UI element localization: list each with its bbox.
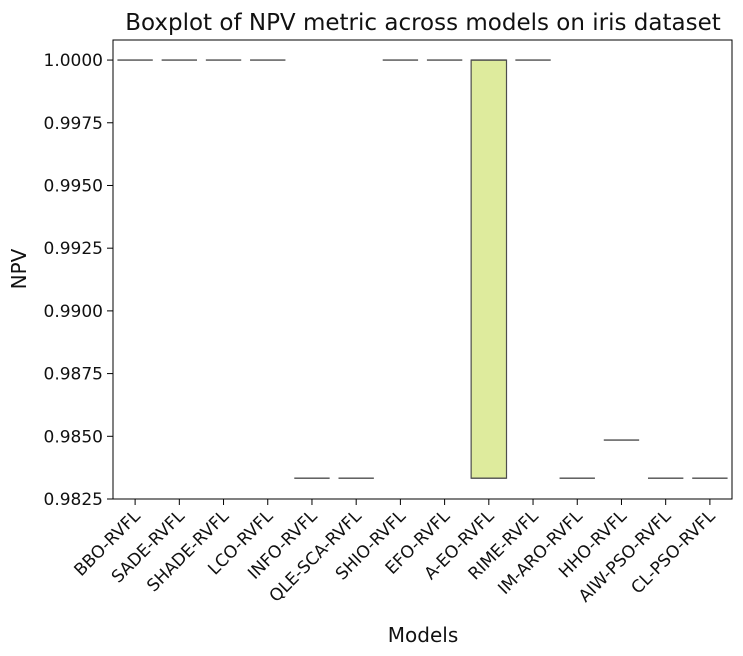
chart-title: Boxplot of NPV metric across models on i… xyxy=(125,10,721,36)
y-tick-label: 0.9850 xyxy=(44,427,103,447)
x-axis-label: Models xyxy=(388,623,458,647)
y-tick-label: 0.9825 xyxy=(44,490,103,510)
plot-frame xyxy=(112,39,733,500)
y-tick-label: 0.9925 xyxy=(44,239,103,259)
y-tick-label: 0.9975 xyxy=(44,114,103,134)
box xyxy=(470,59,508,479)
y-tick-label: 0.9950 xyxy=(44,176,103,196)
plot-area: 0.9825 0.9850 0.9875 0.9900 0.9925 0.9950 0.99… xyxy=(44,39,733,607)
y-axis-label: NPV xyxy=(7,248,31,289)
y-tick-label: 1.0000 xyxy=(44,51,103,71)
y-tick-label: 0.9900 xyxy=(44,302,103,322)
y-tick-label: 0.9875 xyxy=(44,365,103,385)
